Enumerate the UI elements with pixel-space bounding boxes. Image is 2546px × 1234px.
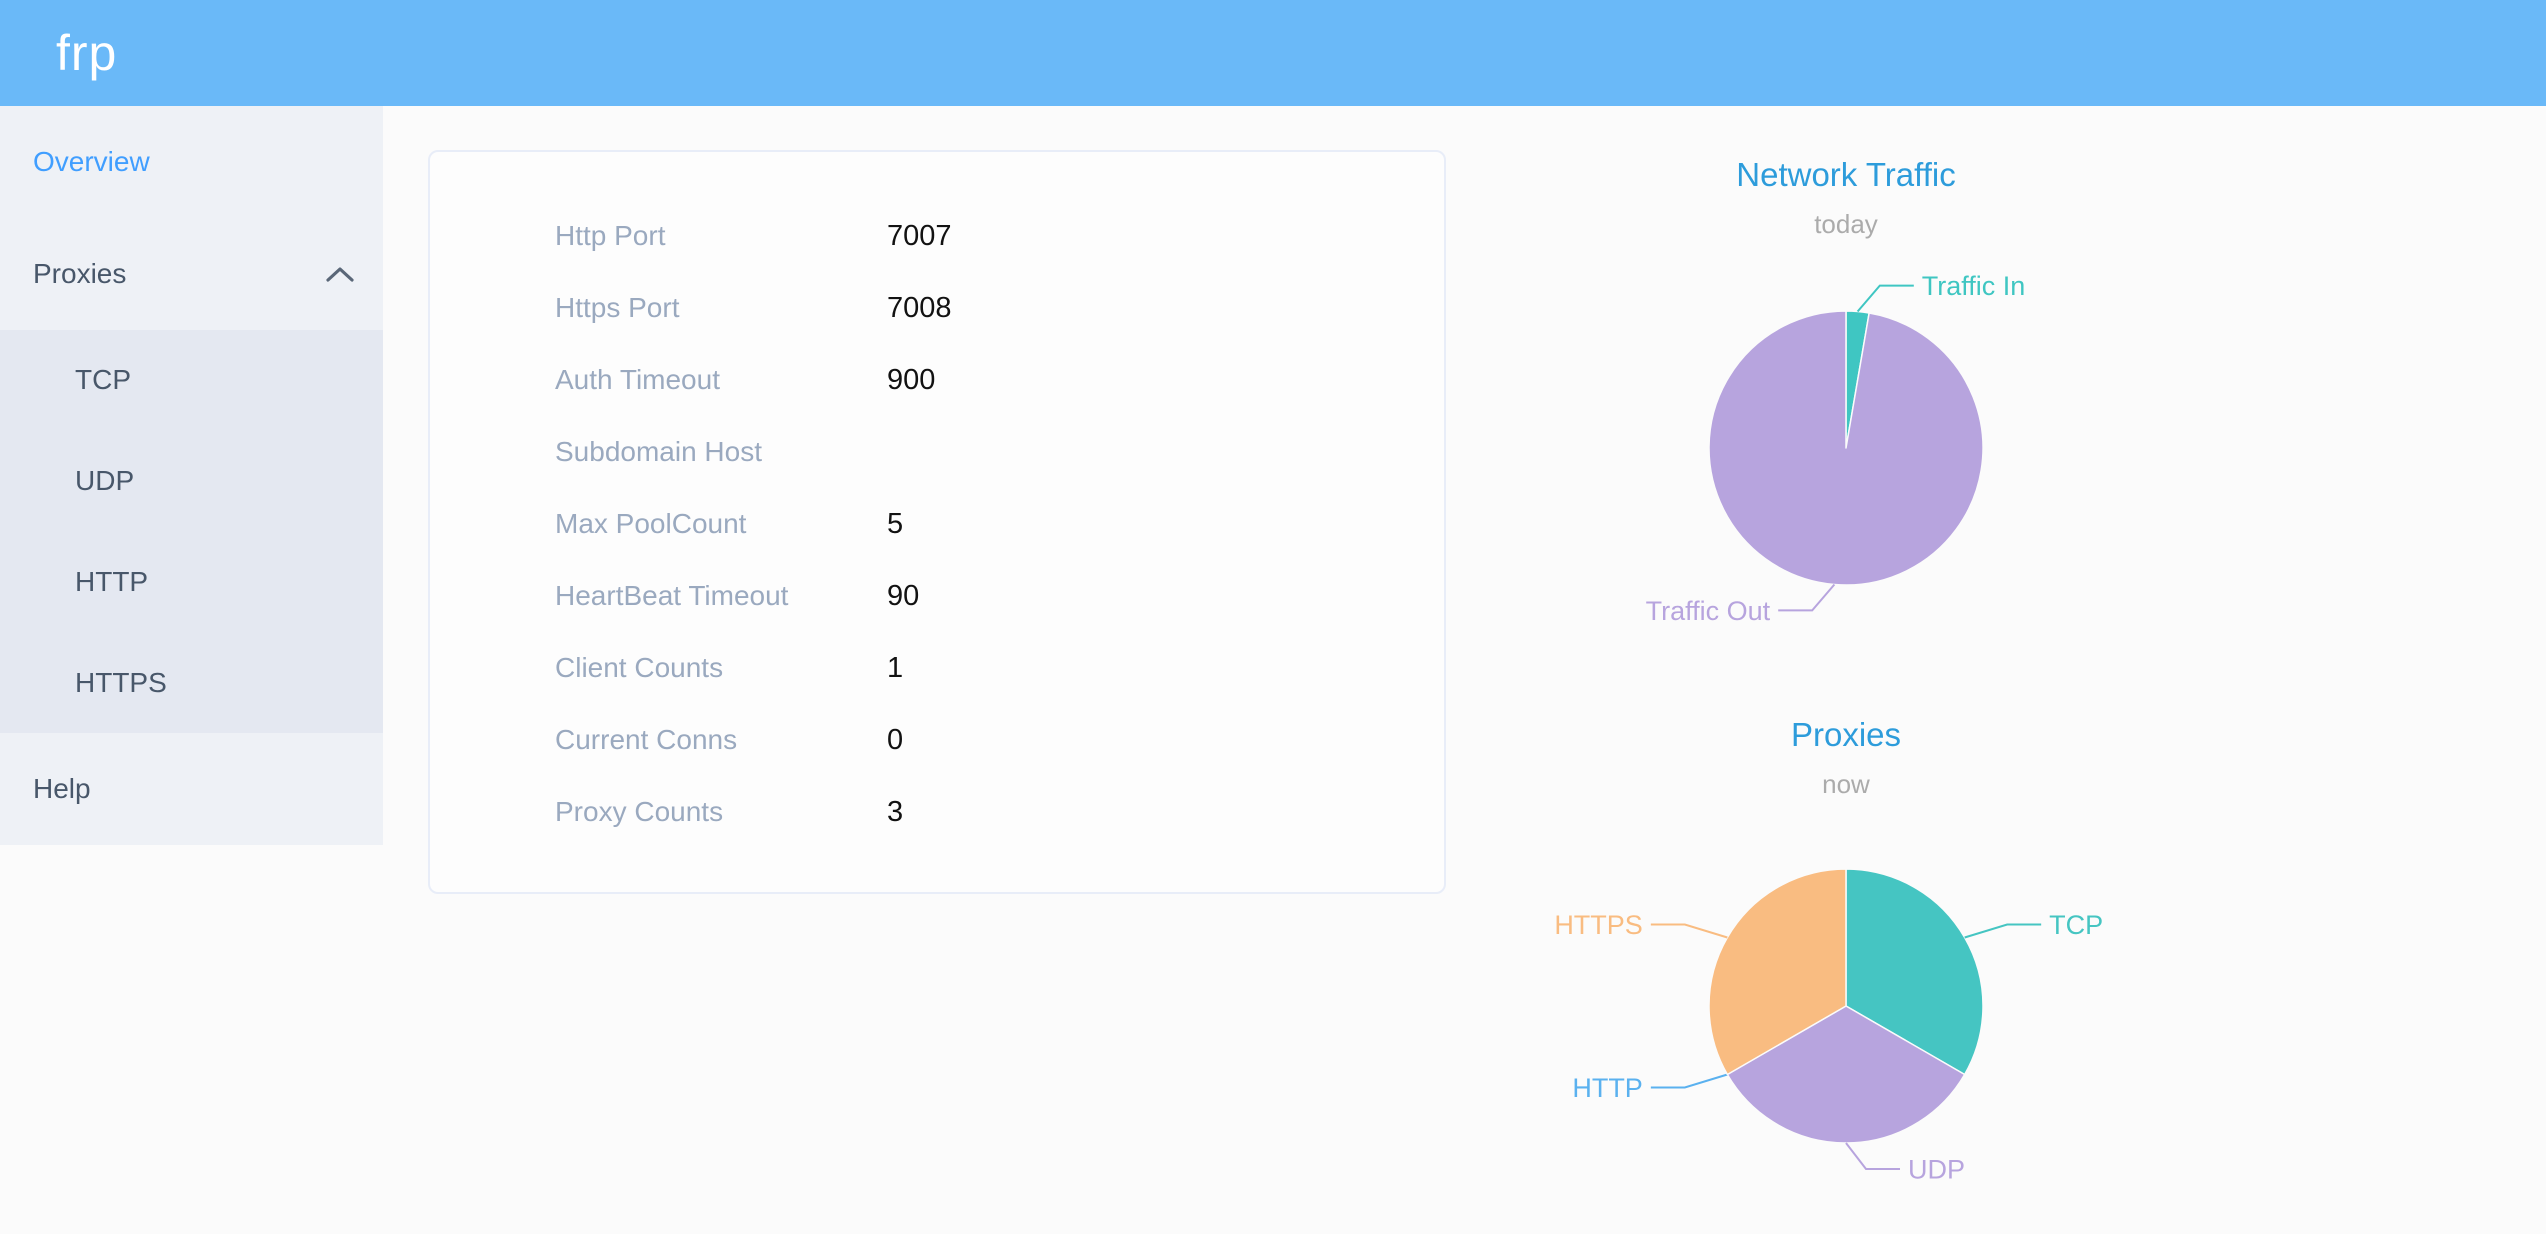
- chart-subtitle: now: [1822, 769, 1870, 799]
- pie-label-line: [1650, 923, 1728, 939]
- pie-label-udp: UDP: [1908, 1154, 1965, 1184]
- sidebar-item-https[interactable]: HTTPS: [0, 632, 383, 733]
- proxies-pie: TCP UDP HTTP HTTPS: [1554, 868, 2103, 1184]
- config-row: Proxy Counts 3: [430, 776, 1444, 848]
- config-value: 1: [887, 651, 904, 684]
- chart-title: Proxies: [1790, 716, 1902, 753]
- sidebar-item-label: UDP: [75, 465, 135, 497]
- sidebar-item-proxies[interactable]: Proxies: [0, 218, 383, 330]
- config-label: Auth Timeout: [555, 364, 720, 395]
- config-value: 7008: [887, 291, 952, 324]
- pie-label-tcp: TCP: [2049, 910, 2103, 940]
- config-label: Https Port: [555, 292, 680, 323]
- pie-label-line: [1650, 1073, 1728, 1089]
- sidebar-item-http[interactable]: HTTP: [0, 532, 383, 633]
- proxies-chart: TCP UDP HTTP HTTPS Proxies now: [1466, 690, 2226, 1234]
- sidebar-item-label: TCP: [75, 364, 131, 396]
- config-label: Client Counts: [555, 652, 724, 683]
- network-traffic-pie: Traffic In Traffic Out: [1646, 271, 2026, 626]
- pie-label-line: [1845, 1142, 1900, 1170]
- pie-label-http: HTTP: [1572, 1073, 1643, 1103]
- pie-label-line: [1778, 583, 1836, 612]
- config-row: Auth Timeout 900: [430, 344, 1444, 416]
- config-value: 7007: [887, 219, 952, 252]
- pie-slice-tcp[interactable]: [1845, 868, 1984, 1076]
- config-row: Client Counts 1: [430, 632, 1444, 704]
- frp-logo: frp: [56, 25, 118, 81]
- sidebar-item-label: HTTPS: [75, 666, 167, 698]
- pie-label-line: [1856, 284, 1914, 313]
- pie-label-traffic-in: Traffic In: [1922, 271, 2026, 301]
- config-value: 3: [887, 795, 904, 828]
- sidebar-item-help[interactable]: Help: [0, 733, 383, 845]
- config-row: Max PoolCount 5: [430, 488, 1444, 560]
- config-row: HeartBeat Timeout 90: [430, 560, 1444, 632]
- sidebar-item-label: HTTP: [75, 565, 149, 597]
- sidebar-item-overview[interactable]: Overview: [0, 106, 383, 218]
- pie-slice-udp[interactable]: [1726, 1005, 1966, 1144]
- pie-label-traffic-out: Traffic Out: [1646, 596, 1771, 626]
- config-row: Subdomain Host: [430, 416, 1444, 488]
- config-value: 0: [887, 723, 904, 756]
- app-header: frp: [0, 0, 2546, 106]
- pie-label-https: HTTPS: [1554, 910, 1643, 940]
- sidebar-item-tcp[interactable]: TCP: [0, 330, 383, 431]
- config-value: 90: [887, 579, 920, 612]
- config-value: 5: [887, 507, 904, 540]
- sidebar-item-label: Help: [33, 773, 91, 804]
- network-traffic-chart: Traffic In Traffic Out Network Traffic to…: [1466, 130, 2226, 650]
- chart-subtitle: today: [1814, 209, 1878, 239]
- pie-slice-traffic-out[interactable]: [1708, 310, 1984, 586]
- pie-label-line: [1964, 923, 2042, 939]
- config-label: Current Conns: [555, 724, 738, 755]
- sidebar-item-label: Overview: [33, 146, 150, 177]
- config-label: Http Port: [555, 220, 666, 251]
- config-row: Https Port 7008: [430, 272, 1444, 344]
- sidebar-item-label: Proxies: [33, 258, 127, 289]
- config-label: Proxy Counts: [555, 796, 724, 827]
- sidebar: Overview Proxies TCP UDP HTTP HTTPS Help: [0, 106, 383, 845]
- sidebar-item-udp[interactable]: UDP: [0, 431, 383, 532]
- chevron-up-icon: [326, 267, 354, 282]
- pie-slice-https[interactable]: [1708, 868, 1847, 1076]
- config-label: Max PoolCount: [555, 508, 747, 539]
- config-label: HeartBeat Timeout: [555, 580, 789, 611]
- server-config-card: Http Port 7007 Https Port 7008 Auth Timeout 9…: [428, 150, 1446, 894]
- config-value: 900: [887, 363, 936, 396]
- config-row: Current Conns 0: [430, 704, 1444, 776]
- chart-title: Network Traffic: [1736, 156, 1956, 193]
- config-row: Http Port 7007: [430, 200, 1444, 272]
- config-label: Subdomain Host: [555, 436, 763, 467]
- sidebar-submenu-proxies: TCP UDP HTTP HTTPS: [0, 330, 383, 733]
